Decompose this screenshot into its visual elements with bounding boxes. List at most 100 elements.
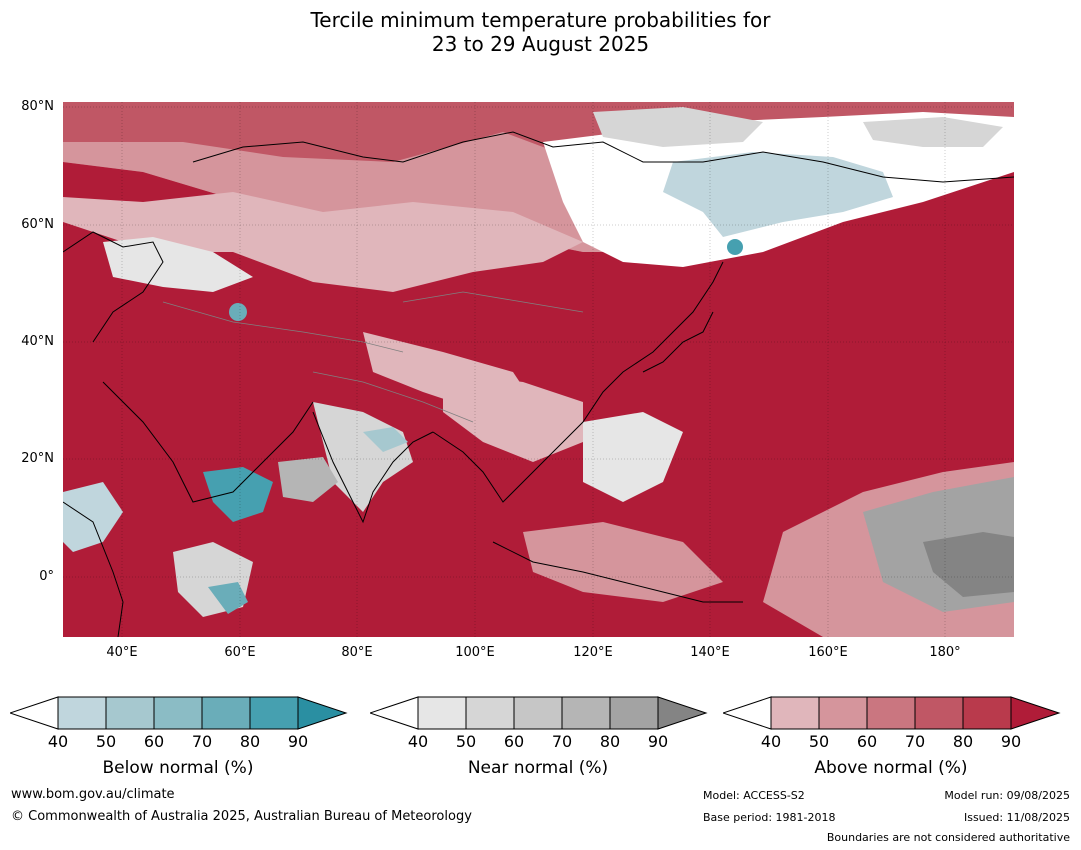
- colorbar-near-swatch-70: [561, 696, 611, 730]
- colorbar-near-lower-arrow: [370, 696, 419, 730]
- coastline-arabia: [102, 381, 314, 503]
- region-below-small-east: [727, 239, 743, 255]
- region-below-africa-west: [63, 482, 123, 552]
- region-near-normal-pacific-high: [923, 532, 1014, 597]
- model-run-text: Model run: 09/08/2025: [944, 789, 1070, 802]
- region-near-normal-nearctic: [863, 117, 1003, 147]
- lon-label-80e: 80°E: [341, 645, 373, 660]
- issued-text: Issued: 11/08/2025: [963, 811, 1070, 824]
- colorbar-below-swatch-60: [153, 696, 203, 730]
- coastlines: [63, 131, 1014, 637]
- colorbar-below-tick-50: 50: [95, 732, 117, 751]
- colorbar-above-tick-90: 90: [1000, 732, 1022, 751]
- lon-label-180: 180°: [929, 645, 961, 660]
- colorbar-near-swatch-40: [417, 696, 467, 730]
- coastline-india: [312, 411, 434, 524]
- region-above-40-china: [443, 372, 583, 462]
- colorbar-above-swatch-60: [866, 696, 916, 730]
- probability-map: [63, 102, 1014, 637]
- colorbar-below-normal: [10, 696, 348, 730]
- copyright-text: © Commonwealth of Australia 2025, Austra…: [11, 809, 472, 824]
- lon-label-160e: 160°E: [808, 645, 848, 660]
- colorbar-above-tick-80: 80: [952, 732, 974, 751]
- colorbar-near-swatch-80: [609, 696, 659, 730]
- lat-label-20n: 20°N: [21, 451, 54, 466]
- region-below-arabian-sea: [203, 467, 273, 522]
- colorbar-near-tick-80: 80: [599, 732, 621, 751]
- region-below-caspian: [229, 303, 247, 321]
- colorbar-near-tick-60: 60: [503, 732, 525, 751]
- region-near-normal-indonesia: [523, 522, 723, 602]
- region-near-normal-arabian-sea: [278, 457, 338, 502]
- country-borders: [162, 291, 584, 423]
- colorbar-above-tick-70: 70: [904, 732, 926, 751]
- border-central-asia: [162, 301, 404, 353]
- coastline-japan: [642, 311, 714, 373]
- colorbar-near-upper-arrow: [657, 696, 708, 730]
- region-near-normal-west: [103, 237, 253, 292]
- colorbar-near-tick-40: 40: [407, 732, 429, 751]
- colorbar-near-tick-50: 50: [455, 732, 477, 751]
- region-near-normal-philippines: [583, 412, 683, 502]
- region-below-indian-ocean: [208, 582, 248, 614]
- region-near-normal-arctic: [593, 107, 763, 147]
- colorbar-below-swatch-40: [57, 696, 107, 730]
- border-himalaya: [312, 371, 474, 423]
- colorbar-below-tick-40: 40: [47, 732, 69, 751]
- colorbar-near-swatch-60: [513, 696, 563, 730]
- title-line-1: Tercile minimum temperature probabilitie…: [310, 8, 771, 32]
- lat-label-0: 0°: [39, 569, 54, 584]
- colorbar-below-swatch-70: [201, 696, 251, 730]
- colorbar-near-tick-90: 90: [647, 732, 669, 751]
- lon-label-140e: 140°E: [690, 645, 730, 660]
- lat-label-60n: 60°N: [21, 217, 54, 232]
- disclaimer-text: Boundaries are not considered authoritat…: [826, 831, 1070, 844]
- coastline-africa: [63, 501, 124, 637]
- region-above-40-central: [63, 192, 583, 292]
- colorbar-above-lower-arrow: [723, 696, 772, 730]
- coastline-arctic: [192, 131, 1014, 183]
- colorbar-below-tick-60: 60: [143, 732, 165, 751]
- chart-title: Tercile minimum temperature probabilitie…: [0, 8, 1081, 56]
- lon-label-100e: 100°E: [455, 645, 495, 660]
- colorbar-above-tick-50: 50: [808, 732, 830, 751]
- region-below-india: [363, 427, 408, 452]
- colorbar-above-tick-40: 40: [760, 732, 782, 751]
- colorbar-above-swatch-50: [818, 696, 868, 730]
- graticule: [63, 102, 1014, 637]
- base-period-text: Base period: 1981-2018: [703, 811, 836, 824]
- region-below-normal-siberia: [663, 152, 893, 237]
- lon-label-120e: 120°E: [573, 645, 613, 660]
- colorbar-above-swatch-70: [914, 696, 964, 730]
- coastline-indonesia: [492, 541, 743, 603]
- model-text: Model: ACCESS-S2: [703, 789, 805, 802]
- map-svg: [63, 102, 1014, 637]
- colorbar-above-swatch-40: [770, 696, 820, 730]
- lat-label-80n: 80°N: [21, 99, 54, 114]
- colorbar-above-upper-arrow: [1010, 696, 1061, 730]
- lon-label-40e: 40°E: [106, 645, 138, 660]
- coastline-east-asia: [432, 261, 724, 503]
- coastline-europe: [63, 231, 164, 343]
- colorbar-near-normal: [370, 696, 708, 730]
- colorbar-below-swatch-80: [249, 696, 299, 730]
- lat-label-40n: 40°N: [21, 334, 54, 349]
- lon-label-60e: 60°E: [224, 645, 256, 660]
- colorbar-above-label: Above normal (%): [814, 758, 968, 778]
- colorbar-below-label: Below normal (%): [102, 758, 254, 778]
- website-link[interactable]: www.bom.gov.au/climate: [11, 787, 175, 802]
- colorbar-below-tick-80: 80: [239, 732, 261, 751]
- border-china-mongolia: [402, 291, 584, 313]
- title-line-2: 23 to 29 August 2025: [431, 32, 650, 56]
- colorbar-below-upper-arrow: [297, 696, 348, 730]
- colorbar-above-swatch-80: [962, 696, 1012, 730]
- colorbar-below-tick-70: 70: [191, 732, 213, 751]
- colorbar-near-label: Near normal (%): [467, 758, 609, 778]
- colorbar-below-tick-90: 90: [287, 732, 309, 751]
- colorbar-below-lower-arrow: [10, 696, 59, 730]
- colorbar-below-swatch-50: [105, 696, 155, 730]
- colorbar-above-tick-60: 60: [856, 732, 878, 751]
- colorbar-above-normal: [723, 696, 1061, 730]
- colorbar-near-tick-70: 70: [551, 732, 573, 751]
- colorbar-near-swatch-50: [465, 696, 515, 730]
